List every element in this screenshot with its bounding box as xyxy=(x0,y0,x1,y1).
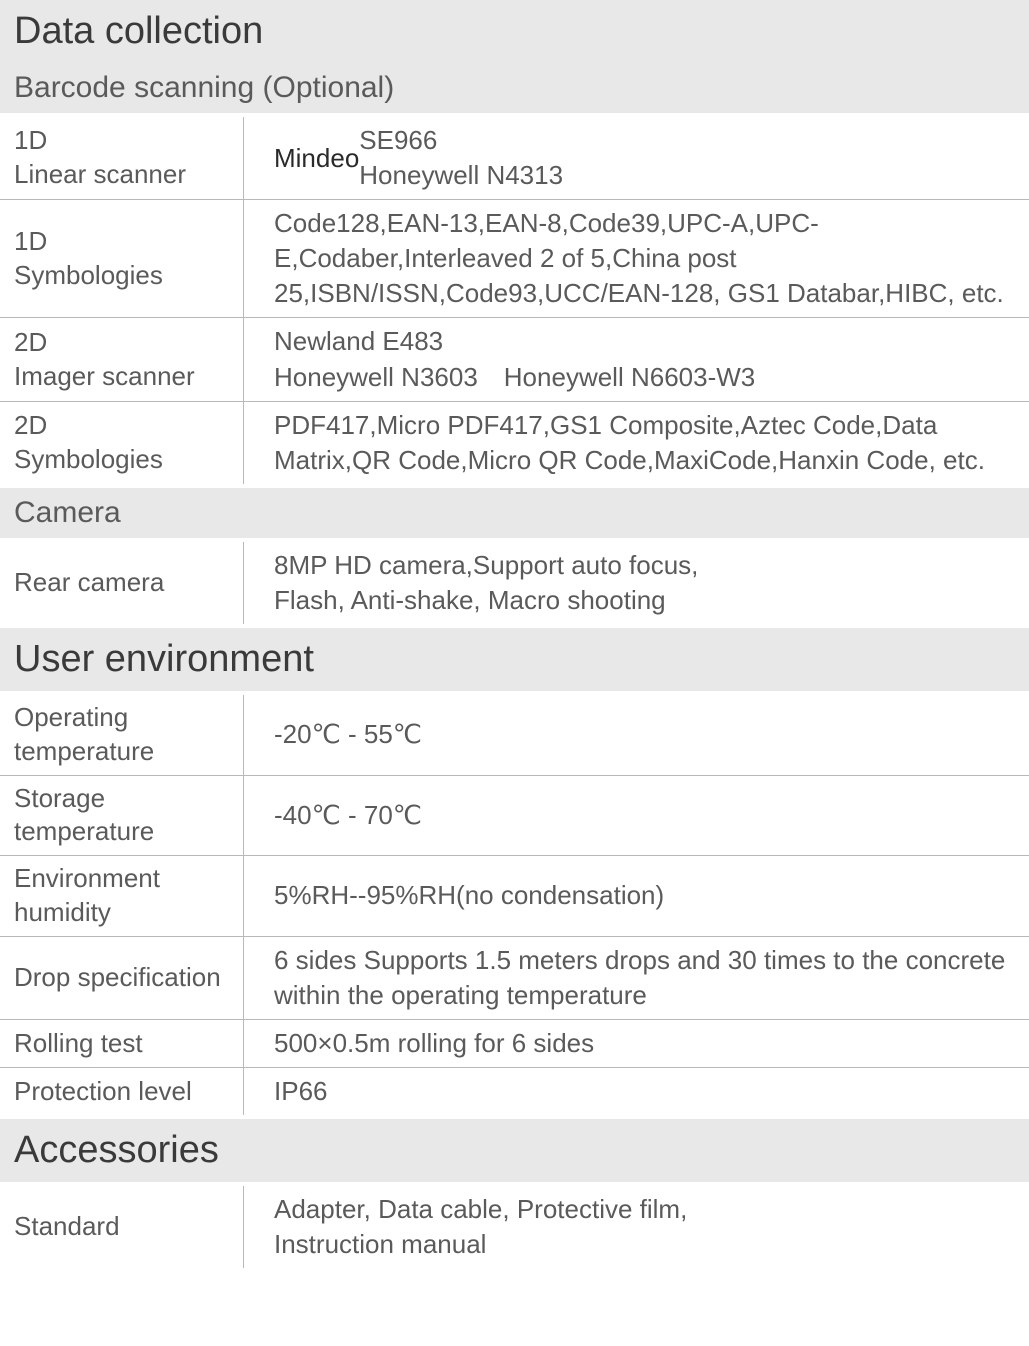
spec-label: Environment humidity xyxy=(0,856,244,936)
section-header-user-environment: User environment xyxy=(0,628,1029,691)
spec-value: -40℃ - 70℃ xyxy=(244,776,1029,856)
spec-value: Code128,EAN-13,EAN-8,Code39,UPC-A,UPC-E,… xyxy=(244,200,1029,317)
spec-label: 1DSymbologies xyxy=(0,200,244,317)
spec-label: Drop specification xyxy=(0,937,244,1019)
spec-row: 2DImager scanner Newland E483Honeywell N… xyxy=(0,318,1029,401)
spec-value: 5%RH--95%RH(no condensation) xyxy=(244,856,1029,936)
spec-label: Operating temperature xyxy=(0,695,244,775)
spec-value: 8MP HD camera,Support auto focus,Flash, … xyxy=(244,542,1029,624)
camera-rows: Rear camera 8MP HD camera,Support auto f… xyxy=(0,538,1029,628)
spec-value: Adapter, Data cable, Protective film,Ins… xyxy=(244,1186,1029,1268)
section-header-accessories: Accessories xyxy=(0,1119,1029,1182)
spec-row: 2DSymbologies PDF417,Micro PDF417,GS1 Co… xyxy=(0,402,1029,484)
spec-row: Storage temperature -40℃ - 70℃ xyxy=(0,776,1029,857)
subsection-header-camera: Camera xyxy=(0,488,1029,538)
spec-label: Protection level xyxy=(0,1068,244,1115)
spec-row: Protection level IP66 xyxy=(0,1068,1029,1115)
spec-row: Standard Adapter, Data cable, Protective… xyxy=(0,1186,1029,1268)
spec-label: 2DSymbologies xyxy=(0,402,244,484)
spec-row: Rear camera 8MP HD camera,Support auto f… xyxy=(0,542,1029,624)
spec-value: Mindeo SE966Honeywell N4313 xyxy=(244,117,1029,199)
spec-value: 6 sides Supports 1.5 meters drops and 30… xyxy=(244,937,1029,1019)
user-env-rows: Operating temperature -20℃ - 55℃ Storage… xyxy=(0,691,1029,1119)
spec-label: Storage temperature xyxy=(0,776,244,856)
spec-label: Rear camera xyxy=(0,542,244,624)
spec-value: 500×0.5m rolling for 6 sides xyxy=(244,1020,1029,1067)
spec-row: Rolling test 500×0.5m rolling for 6 side… xyxy=(0,1020,1029,1068)
barcode-rows: 1DLinear scanner Mindeo SE966Honeywell N… xyxy=(0,113,1029,488)
spec-value: IP66 xyxy=(244,1068,1029,1115)
spec-label: 2DImager scanner xyxy=(0,318,244,400)
spec-label: Rolling test xyxy=(0,1020,244,1067)
spec-value: -20℃ - 55℃ xyxy=(244,695,1029,775)
accessories-rows: Standard Adapter, Data cable, Protective… xyxy=(0,1182,1029,1272)
spec-row: Operating temperature -20℃ - 55℃ xyxy=(0,695,1029,776)
spec-value: PDF417,Micro PDF417,GS1 Composite,Aztec … xyxy=(244,402,1029,484)
spec-row: 1DLinear scanner Mindeo SE966Honeywell N… xyxy=(0,117,1029,200)
spec-row: Environment humidity 5%RH--95%RH(no cond… xyxy=(0,856,1029,937)
spec-label: 1DLinear scanner xyxy=(0,117,244,199)
subsection-header-barcode: Barcode scanning (Optional) xyxy=(0,63,1029,113)
spec-row: Drop specification 6 sides Supports 1.5 … xyxy=(0,937,1029,1020)
section-header-data-collection: Data collection xyxy=(0,0,1029,63)
spec-label: Standard xyxy=(0,1186,244,1268)
spec-row: 1DSymbologies Code128,EAN-13,EAN-8,Code3… xyxy=(0,200,1029,318)
spec-value: Newland E483Honeywell N3603 Honeywell N6… xyxy=(244,318,1029,400)
